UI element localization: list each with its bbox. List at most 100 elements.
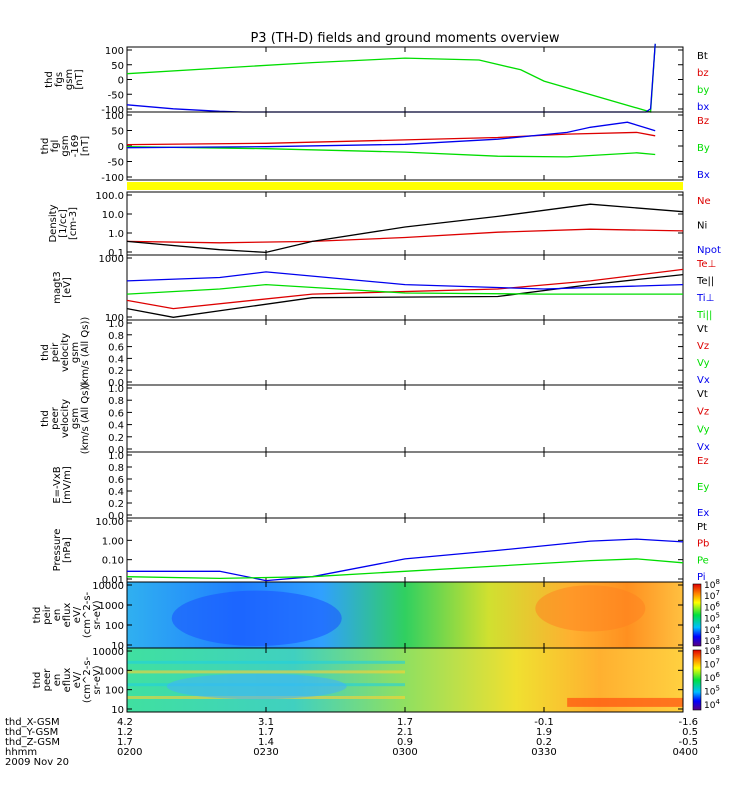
colorbar-tick-label: 107 <box>704 658 720 671</box>
y-tick-label: 0.01 <box>102 575 124 586</box>
y-tick-label: 0.1 <box>108 248 124 259</box>
y-tick-label: 50 <box>111 127 124 138</box>
legend-entry: Ni <box>697 221 707 232</box>
y-axis-label: magt3 <box>52 271 63 304</box>
y-axis-label: sr-eV) <box>92 665 103 694</box>
legend-entry: Pt <box>697 522 707 533</box>
y-axis-label: thd <box>32 672 43 689</box>
series-Pe <box>126 558 684 580</box>
y-axis-label: gsm <box>60 135 71 156</box>
y-axis-label: [cm-3] <box>68 207 79 240</box>
y-axis-label: eV/ <box>72 606 83 623</box>
y-axis-label: Density <box>48 204 59 242</box>
panel-density: 100.0 10.0 1.0 0.1 Density [1/cc] [cm-3] Ne Ni Np… <box>48 191 721 259</box>
x-tick-label: 0400 <box>673 747 698 758</box>
series-Te⊥ <box>126 268 684 310</box>
y-tick-label: 0.6 <box>108 475 124 486</box>
y-tick-label: 10000 <box>92 581 124 592</box>
plot-title: P3 (TH-D) fields and ground moments over… <box>250 31 559 46</box>
x-tick-label: 1.7 <box>258 727 274 738</box>
legend-entry: by <box>697 85 709 96</box>
y-axis-label: -169 <box>70 135 81 158</box>
x-axis-row-label: thd_Z-GSM <box>5 737 60 748</box>
legend-entry: Bx <box>697 170 710 181</box>
y-axis-label: thd <box>40 138 51 155</box>
series-Ni <box>126 203 684 254</box>
y-tick-label: 1.0 <box>108 229 124 240</box>
spectrogram-band <box>567 697 683 707</box>
spectrogram-band <box>127 660 405 664</box>
x-tick-label: 1.7 <box>117 737 133 748</box>
panel-frame <box>126 319 684 386</box>
y-tick-label: 0.4 <box>108 487 124 498</box>
series-Ti|| <box>126 283 683 295</box>
legend-entry: Bz <box>697 116 709 127</box>
y-tick-label: 0.0 <box>108 378 124 389</box>
y-axis-label: (km/s (All Qs)) <box>80 317 91 389</box>
y-axis-label: gsm <box>70 342 81 363</box>
y-axis-label: E=-VxB <box>52 466 63 503</box>
legend-entry: Pb <box>697 539 709 550</box>
y-tick-label: 0.10 <box>102 556 124 567</box>
x-tick-label: 1.9 <box>536 727 552 738</box>
y-tick-label: 100.0 <box>95 191 124 202</box>
x-axis-row-label: hhmm <box>5 747 37 758</box>
legend-entry: Ti⊥ <box>696 293 714 304</box>
y-axis-label: (cm^2-s- <box>82 656 93 703</box>
y-tick-label: 0.0 <box>108 511 124 522</box>
panel-frame <box>126 191 684 256</box>
y-tick-label: 100 <box>105 111 124 122</box>
panel-frame <box>126 384 684 453</box>
series-Pi <box>127 538 684 582</box>
legend-entry: Vy <box>697 358 710 369</box>
y-axis-label: [mV/m] <box>62 466 73 504</box>
colorbar-tick-label: 105 <box>704 685 720 698</box>
y-tick-label: 1000 <box>99 254 124 265</box>
series-bx <box>126 43 656 113</box>
y-axis-label: peer <box>42 668 53 692</box>
y-axis-label: fgs <box>54 72 65 87</box>
panel-peir: 1.00.80.60.40.20.0 thd peir velocity gsm (km/… <box>40 317 710 389</box>
x-tick-label: 2.1 <box>397 727 413 738</box>
y-axis-label: gsm <box>70 408 81 429</box>
x-tick-label: 0300 <box>392 747 417 758</box>
spectrogram-blob <box>171 590 342 647</box>
y-axis-label: fgl <box>50 140 61 153</box>
series-By <box>126 146 656 158</box>
legend-entry: Bt <box>697 51 708 62</box>
y-tick-label: -50 <box>108 158 124 169</box>
panel-fgs: 100 50 0 -50 -100 thd fgs gsm [nT] Bt bz by bx <box>44 43 709 116</box>
y-tick-label: 1.0 <box>108 319 124 330</box>
x-tick-label: 1.7 <box>397 717 413 728</box>
legend-entry: Vz <box>697 341 709 352</box>
y-tick-label: -50 <box>108 90 124 101</box>
panel-peer: 1.00.80.6 0.40.20.0 thd peer velocity gsm (km/… <box>40 383 710 456</box>
legend-entry: Npot <box>697 245 721 256</box>
panel-efield: 1.00.80.60.40.20.0 E=-VxB [mV/m] Ez Ey Ex <box>52 451 709 522</box>
y-tick-label: 1000 <box>99 601 124 612</box>
y-axis-label: thd <box>40 344 51 361</box>
y-tick-label: 0.2 <box>108 433 124 444</box>
y-tick-label: 0 <box>118 142 124 153</box>
status-bar <box>127 182 683 190</box>
legend-entry: bz <box>697 68 709 79</box>
y-tick-label: 1.0 <box>108 451 124 462</box>
y-tick-label: 0.8 <box>108 331 124 342</box>
spectrogram-blob <box>166 673 347 700</box>
y-tick-label: 0.6 <box>108 408 124 419</box>
y-axis-label: [nT] <box>80 136 91 156</box>
x-tick-label: -0.1 <box>534 717 554 728</box>
spectrogram-band <box>127 670 405 674</box>
x-tick-label: 1.2 <box>117 727 133 738</box>
legend-entry: Vt <box>697 389 708 400</box>
y-tick-label: -100 <box>101 105 124 116</box>
series-Bz <box>126 131 656 146</box>
y-tick-label: 0.8 <box>108 396 124 407</box>
y-tick-label: 10 <box>111 641 124 652</box>
y-axis-label: peir <box>50 342 61 362</box>
y-tick-label: 50 <box>111 61 124 72</box>
legend-entry: Vx <box>697 442 710 453</box>
y-axis-label: en <box>52 609 63 622</box>
